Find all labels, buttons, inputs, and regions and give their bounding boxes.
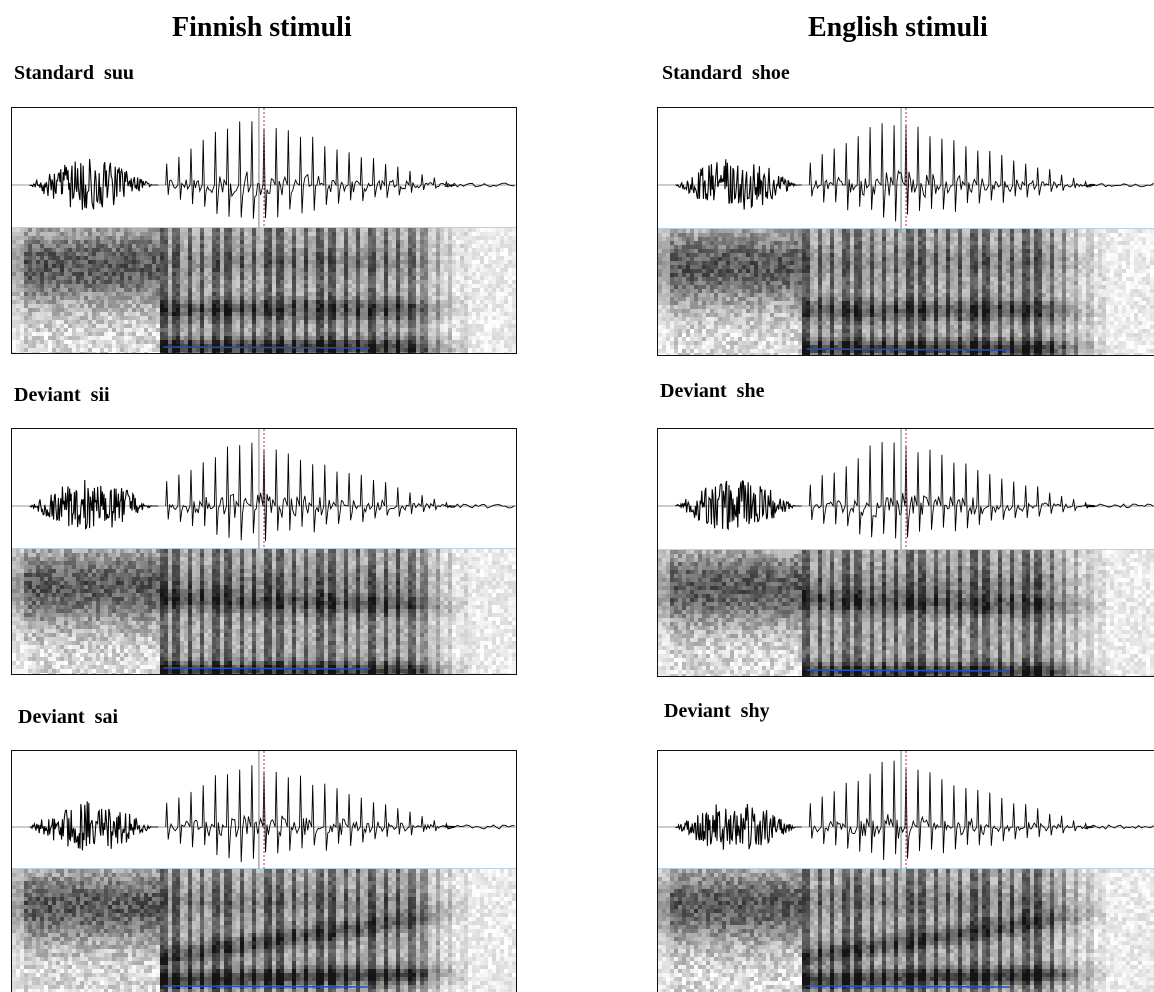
stimulus-panel-finnish-deviant-1 [11, 428, 517, 675]
waveform [658, 108, 1154, 229]
spectrogram [12, 549, 516, 674]
pitch-track [163, 667, 370, 670]
stimulus-label-english-deviant-2: Deviant shy [664, 700, 770, 723]
waveform-spectrogram [12, 429, 516, 674]
english-column-title: English stimuli [808, 12, 988, 44]
pitch-track [163, 346, 370, 349]
stimulus-label-english-standard: Standard shoe [662, 62, 790, 85]
stimulus-label-finnish-deviant-2: Deviant sai [18, 706, 118, 729]
stimulus-label-finnish-deviant-1: Deviant sii [14, 384, 110, 407]
waveform [12, 751, 516, 869]
pitch-track [806, 348, 1011, 351]
stimulus-panel-english-deviant-1 [657, 428, 1154, 677]
waveform [12, 429, 516, 549]
stimulus-panel-english-standard [657, 107, 1154, 356]
waveform-spectrogram [658, 429, 1154, 676]
pitch-track [163, 985, 370, 988]
stimulus-panel-finnish-standard [11, 107, 517, 354]
spectrogram [12, 228, 516, 353]
waveform [658, 429, 1154, 550]
pitch-track [806, 669, 1011, 672]
stimulus-label-finnish-standard: Standard suu [14, 62, 134, 85]
waveform-spectrogram [12, 751, 516, 992]
waveform [658, 751, 1154, 869]
pitch-track [806, 985, 1011, 988]
spectrogram [658, 869, 1154, 992]
spectrogram [658, 550, 1154, 676]
spectrogram [12, 869, 516, 992]
finnish-column-title: Finnish stimuli [172, 12, 352, 44]
stimulus-label-english-deviant-1: Deviant she [660, 380, 764, 403]
spectrogram [658, 229, 1154, 355]
waveform-spectrogram [12, 108, 516, 353]
waveform [12, 108, 516, 228]
stimulus-panel-finnish-deviant-2 [11, 750, 517, 992]
waveform-spectrogram [658, 108, 1154, 355]
waveform-spectrogram [658, 751, 1154, 992]
stimulus-panel-english-deviant-2 [657, 750, 1154, 992]
